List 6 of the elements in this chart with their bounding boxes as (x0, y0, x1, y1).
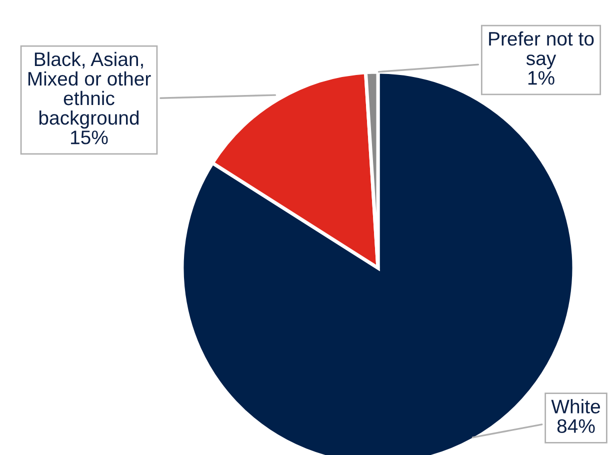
slice-label: White (551, 399, 600, 414)
data-label: 1% (528, 71, 554, 85)
slice-label: Prefer not to say (489, 31, 594, 70)
data-label: 84% (557, 419, 595, 433)
slice-label: Black, Asian, Mixed or other ethnic background (28, 52, 151, 129)
data-label: 15% (71, 130, 108, 144)
